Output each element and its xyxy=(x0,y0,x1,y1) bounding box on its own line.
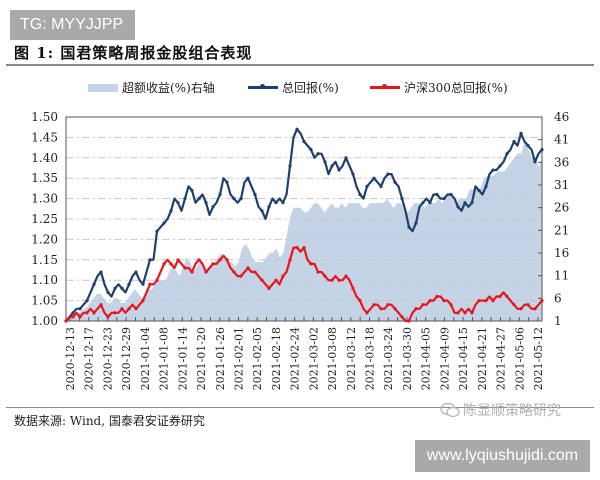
x-tick-label: 2020-12-29 xyxy=(120,327,133,390)
legend-label: 总回报(%) xyxy=(282,81,339,95)
x-tick-label: 2021-02-01 xyxy=(232,327,245,390)
x-tick-label: 2021-03-24 xyxy=(382,327,395,390)
wechat-watermark-text: 陈显顺策略研究 xyxy=(463,402,561,418)
x-tick-label: 2021-03-02 xyxy=(307,327,320,390)
x-tick-label: 2021-03-30 xyxy=(401,327,414,390)
y-tick-left: 1.35 xyxy=(31,171,58,185)
area-swatch-icon xyxy=(88,83,118,92)
x-tick-label: 2021-01-04 xyxy=(139,327,152,390)
source-divider xyxy=(6,407,594,408)
y-tick-left: 1.25 xyxy=(31,212,58,226)
x-tick-label: 2021-04-27 xyxy=(495,327,508,390)
source-note: 数据来源: Wind, 国泰君安证券研究 xyxy=(14,414,205,428)
x-tick-label: 2021-04-09 xyxy=(438,327,451,390)
x-tick-label: 2021-01-26 xyxy=(214,327,227,390)
y-tick-left: 1.15 xyxy=(31,253,58,267)
line-marker-swatch-icon xyxy=(248,84,278,89)
y-tick-right: 46 xyxy=(554,110,569,124)
legend-item-total-return: 总回报(%) xyxy=(248,79,339,96)
y-tick-left: 1.40 xyxy=(31,151,58,165)
y-tick-right: 36 xyxy=(554,155,569,169)
x-tick-label: 2020-12-13 xyxy=(64,327,77,390)
y-tick-right: 11 xyxy=(554,269,569,283)
y-tick-right: 41 xyxy=(554,133,569,147)
watermark-badge-url: www.lyqiushujidi.com xyxy=(415,440,590,472)
chart-legend: 超额收益(%)右轴 总回报(%) 沪深300总回报(%) xyxy=(0,79,600,99)
x-tick-label: 2021-02-18 xyxy=(270,327,283,390)
x-tick-label: 2021-03-08 xyxy=(326,327,339,390)
chart-plot: 1.00 1.05 1.10 1.15 1.20 1.25 1.30 1.35 1.40 1.45… xyxy=(31,110,569,390)
watermark-badge-top: TG: MYYJJPP xyxy=(10,10,135,40)
y-tick-right: 21 xyxy=(554,223,569,237)
y-tick-right: 26 xyxy=(554,201,569,215)
x-tick-label: 2021-02-05 xyxy=(251,327,264,390)
x-tick-label: 2021-03-12 xyxy=(345,327,358,390)
legend-item-excess-return: 超额收益(%)右轴 xyxy=(88,79,215,96)
x-tick-label: 2020-12-17 xyxy=(83,327,96,390)
y-tick-left: 1.30 xyxy=(31,192,58,206)
y-tick-right: 1 xyxy=(554,314,562,328)
x-tick-label: 2021-01-08 xyxy=(158,327,171,390)
y-tick-left: 1.50 xyxy=(31,110,58,124)
title-divider xyxy=(6,64,594,66)
y-tick-left: 1.20 xyxy=(31,232,58,246)
x-tick-label: 2021-04-21 xyxy=(476,327,489,390)
wechat-icon xyxy=(440,402,460,418)
y-tick-left: 1.45 xyxy=(31,130,58,144)
y-tick-right: 31 xyxy=(554,178,569,192)
x-tick-label: 2021-05-12 xyxy=(532,327,545,390)
y-tick-right: 6 xyxy=(554,291,562,305)
figure-title: 图 1: 国君策略周报金股组合表现 xyxy=(14,44,253,62)
x-tick-label: 2021-05-06 xyxy=(513,327,526,390)
x-tick-label: 2021-01-20 xyxy=(195,327,208,390)
wechat-watermark: 陈显顺策略研究 xyxy=(440,400,561,420)
legend-item-csi300-return: 沪深300总回报(%) xyxy=(370,79,508,96)
x-tick-label: 2021-01-14 xyxy=(176,327,189,390)
y-tick-right: 16 xyxy=(554,246,569,260)
legend-label: 沪深300总回报(%) xyxy=(404,81,508,95)
x-tick-label: 2021-02-24 xyxy=(289,327,302,390)
y-tick-left: 1.05 xyxy=(31,294,58,308)
x-tick-label: 2021-04-15 xyxy=(457,327,470,390)
y-tick-left: 1.10 xyxy=(31,273,58,287)
x-tick-label: 2021-04-05 xyxy=(420,327,433,390)
legend-label: 超额收益(%)右轴 xyxy=(122,81,215,95)
y-tick-left: 1.00 xyxy=(31,314,58,328)
excess-return-area xyxy=(66,139,542,321)
line-marker-swatch-icon xyxy=(370,84,400,89)
x-tick-label: 2020-12-23 xyxy=(101,327,114,390)
x-tick-label: 2021-03-18 xyxy=(364,327,377,390)
